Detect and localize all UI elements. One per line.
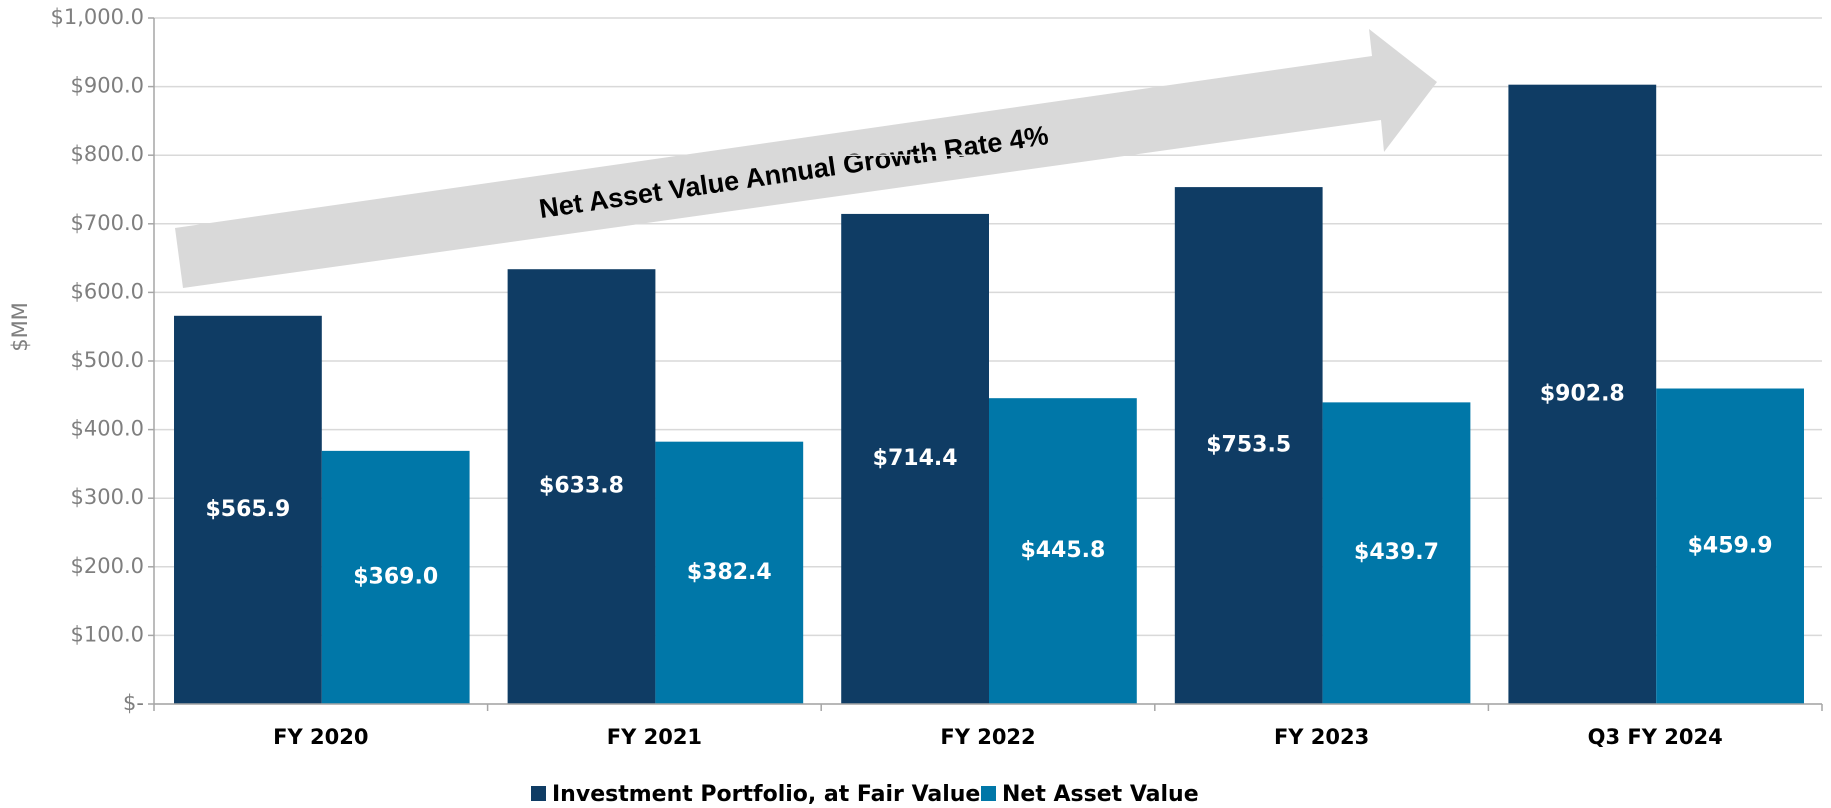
bar [507,269,656,704]
y-tick-label: $900.0 [71,74,144,98]
y-tick-label: $600.0 [71,279,144,303]
bar [174,315,322,704]
data-label: $439.7 [1354,540,1439,565]
legend-label: Investment Portfolio, at Fair Value [552,782,980,807]
data-label: $369.0 [353,564,438,589]
data-label: $459.9 [1688,533,1773,558]
bar [1322,402,1471,704]
y-axis-label: $MM [8,302,32,352]
bar [1174,187,1323,704]
data-label: $382.4 [687,560,772,585]
x-tick-label: FY 2020 [273,725,368,749]
y-tick-label: $800.0 [71,142,144,166]
bar [1656,388,1804,704]
bar [655,441,804,704]
data-label: $565.9 [205,497,290,522]
bar [841,213,990,704]
data-label: $902.8 [1540,381,1625,406]
x-tick-label: FY 2023 [1274,725,1369,749]
y-tick-label: $100.0 [71,622,144,646]
bar [989,398,1137,704]
y-tick-label: $500.0 [71,348,144,372]
y-tick-label: $- [123,691,144,715]
legend-label: Net Asset Value [1002,782,1199,807]
data-label: $445.8 [1020,538,1105,563]
legend-swatch [981,786,996,801]
legend-swatch [531,786,546,801]
y-tick-label: $300.0 [71,485,144,509]
x-tick-label: FY 2021 [607,725,702,749]
x-tick-label: Q3 FY 2024 [1588,725,1723,749]
bar [1508,84,1657,704]
data-label: $753.5 [1206,433,1291,458]
y-tick-label: $700.0 [71,211,144,235]
data-label: $714.4 [873,446,958,471]
y-tick-label: $200.0 [71,554,144,578]
x-tick-label: FY 2022 [940,725,1035,749]
bar [321,450,470,704]
data-label: $633.8 [539,474,624,499]
y-tick-label: $1,000.0 [50,5,144,29]
y-tick-label: $400.0 [71,417,144,441]
